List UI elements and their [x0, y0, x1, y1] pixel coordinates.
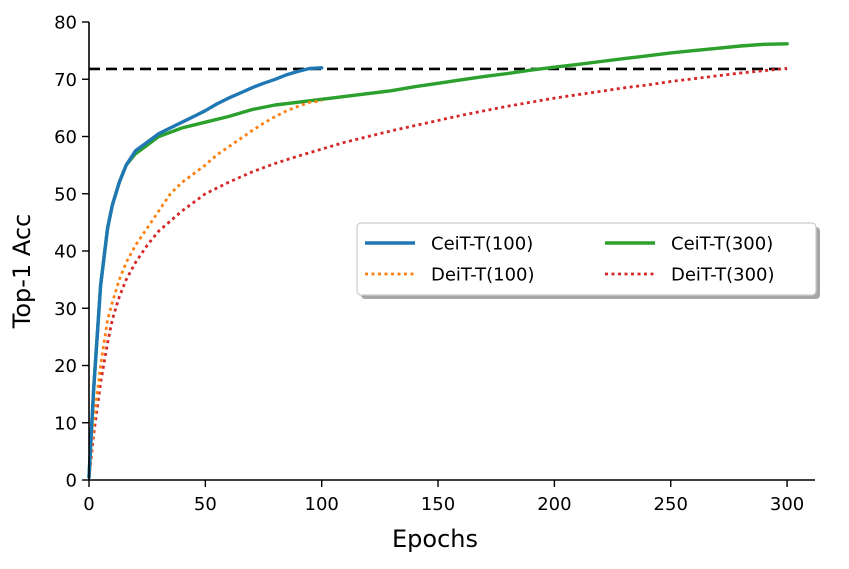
legend-label-ceit-t-100: CeiT-T(100): [431, 234, 533, 255]
y-tick-label: 40: [54, 242, 77, 263]
x-tick-label: 0: [83, 494, 94, 515]
y-tick-label: 30: [54, 299, 77, 320]
legend: CeiT-T(100) DeiT-T(100) CeiT-T(300) DeiT-T(…: [356, 222, 820, 299]
x-tick-label: 250: [654, 494, 688, 515]
y-tick-label: 70: [54, 70, 77, 91]
x-tick-label: 150: [421, 494, 455, 515]
plot-area: [87, 42, 789, 479]
y-tick-label: 10: [54, 413, 77, 434]
legend-label-deit-t-100: DeiT-T(100): [431, 265, 535, 286]
y-axis-label: Top-1 Acc: [8, 214, 36, 329]
y-tick-label: 60: [54, 127, 77, 148]
x-tick-label: 50: [194, 494, 217, 515]
legend-label-ceit-t-300: CeiT-T(300): [671, 234, 773, 255]
series-line-deit-t-100: [87, 99, 322, 479]
y-tick-label: 0: [66, 471, 77, 492]
y-tick-label: 50: [54, 184, 77, 205]
axes: 0 50 100 150 200 250 300 0 10 20 30 40 50 60 70 80 Epoch…: [8, 13, 815, 553]
x-tick-label: 300: [770, 494, 804, 515]
legend-label-deit-t-300: DeiT-T(300): [671, 265, 775, 286]
series-line-ceit-t-100: [87, 66, 324, 479]
y-tick-label: 80: [54, 13, 77, 34]
legend-box: [356, 222, 817, 296]
x-tick-label: 100: [305, 494, 339, 515]
x-axis-label: Epochs: [392, 525, 478, 553]
y-tick-label: 20: [54, 356, 77, 377]
series-line-deit-t-300: [87, 67, 788, 479]
x-tick-label: 200: [537, 494, 571, 515]
